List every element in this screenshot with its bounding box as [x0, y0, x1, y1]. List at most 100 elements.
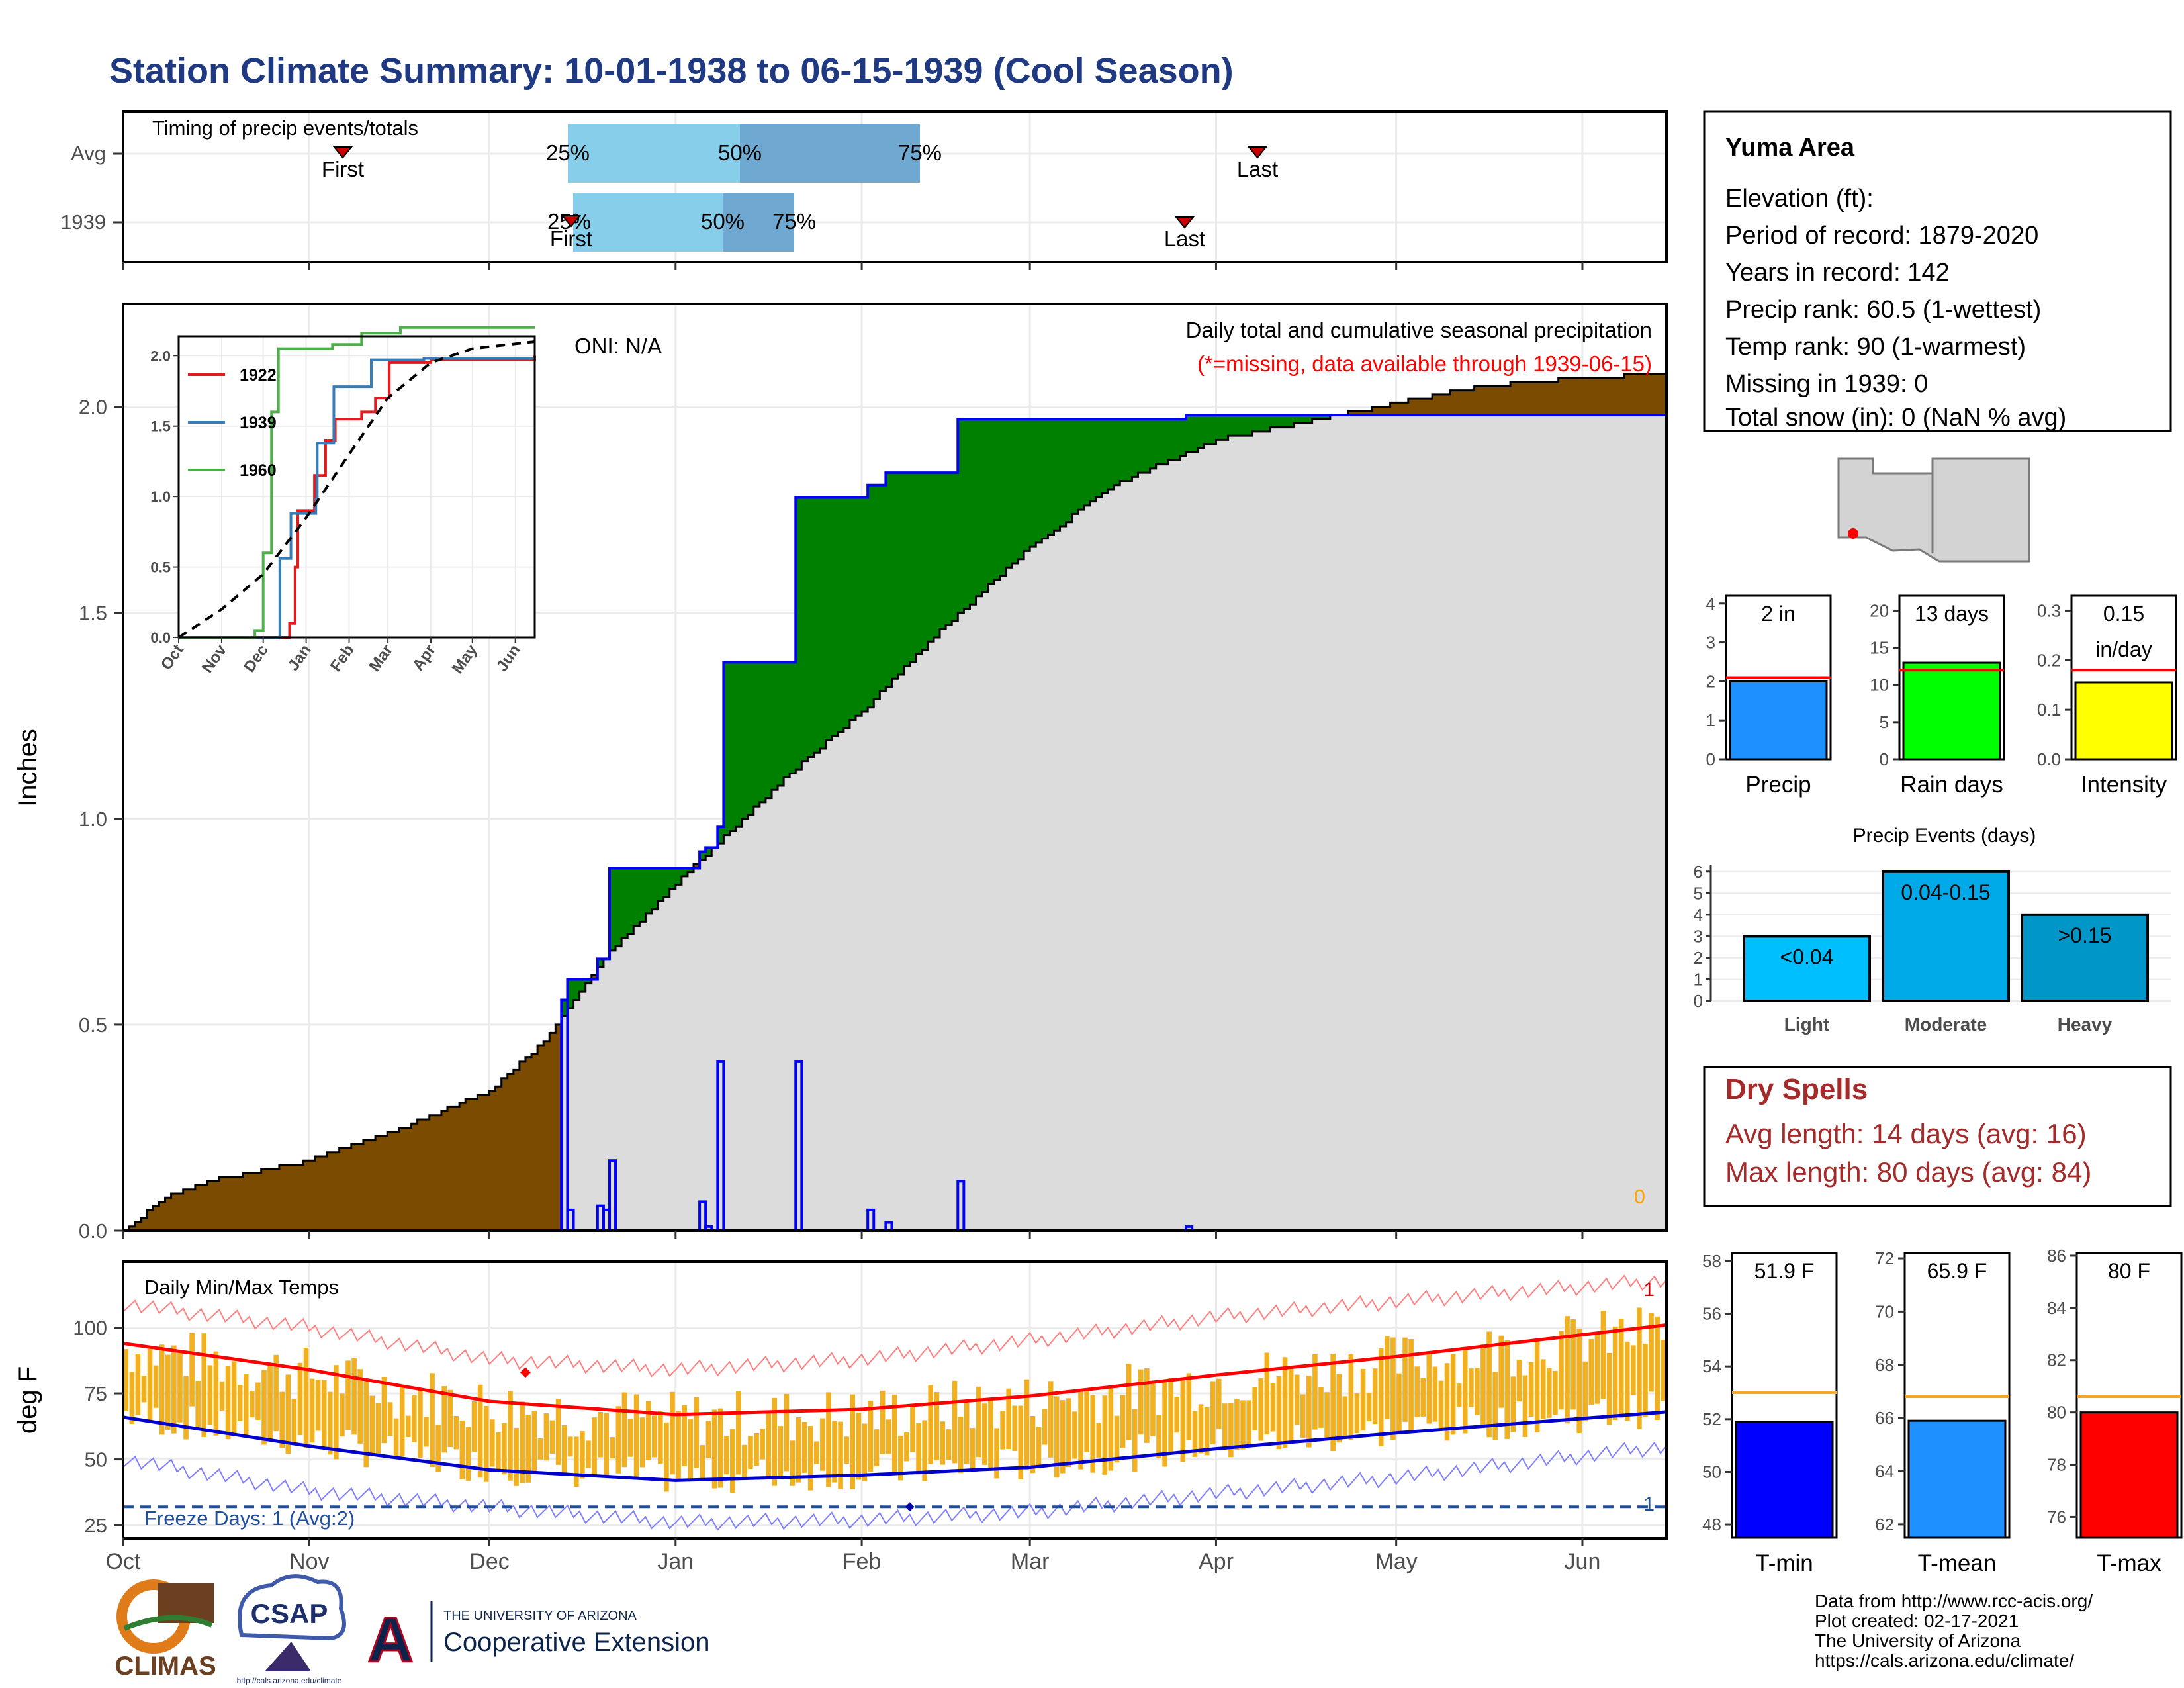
temp-day-bar — [345, 1360, 351, 1430]
temp-day-bar — [928, 1385, 933, 1464]
temp-day-bar — [1324, 1392, 1330, 1438]
temp-day-bar — [502, 1423, 507, 1475]
temp-day-bar — [1553, 1370, 1558, 1415]
temp-day-bar — [1432, 1366, 1438, 1422]
temp-day-bar — [405, 1415, 411, 1437]
map-station-marker — [1848, 528, 1858, 539]
temp-day-bar — [1534, 1339, 1540, 1433]
temp-day-bar — [610, 1437, 615, 1458]
year-first-label: First — [550, 226, 592, 251]
record-tmin-line — [122, 1441, 1667, 1531]
tmin-summary-chart: 48 50 52 54 56 58 51.9 F T-min — [1702, 1251, 1838, 1576]
average-cumulative-area — [123, 373, 1666, 1231]
temp-day-bar — [1042, 1409, 1048, 1445]
rain-days-summary-y-tick-label: 5 — [1880, 712, 1889, 732]
station-period: Period of record: 1879-2020 — [1725, 222, 2038, 250]
temp-x-axis: Oct Nov Dec Jan Feb Mar Apr May Jun — [106, 1538, 1600, 1574]
inset-frame — [177, 335, 536, 639]
inset-y-tick-label: 2.0 — [150, 348, 171, 364]
temp-day-bar — [1060, 1400, 1066, 1474]
inset-legend-label-1922: 1922 — [240, 366, 277, 385]
temp-day-bar — [357, 1369, 363, 1444]
credit-line-2: Plot created: 02-17-2021 — [1815, 1611, 2019, 1631]
temp-day-bar — [255, 1382, 261, 1420]
temp-day-bar — [261, 1370, 267, 1445]
intensity-summary-value-label: 0.15 — [2103, 602, 2144, 626]
temp-day-bar — [135, 1353, 141, 1415]
temp-day-bar — [285, 1374, 291, 1454]
temp-day-bar — [279, 1391, 285, 1448]
temp-day-bar — [159, 1344, 165, 1435]
precip-summary-value-label: 2 in — [1761, 602, 1796, 626]
temp-day-bar — [772, 1397, 778, 1486]
temp-day-bar — [1084, 1390, 1089, 1452]
inset-series-lines — [177, 326, 536, 639]
year-first-marker — [561, 215, 582, 228]
temp-x-tick-label: Mar — [1011, 1549, 1050, 1574]
temp-day-bar — [1066, 1398, 1071, 1468]
temp-day-bar — [453, 1416, 459, 1450]
temp-day-bar — [1444, 1363, 1450, 1441]
temp-day-bar — [1186, 1373, 1192, 1441]
intensity-summary-unit-label: in/day — [2095, 637, 2152, 661]
temp-day-bar — [886, 1419, 891, 1454]
temp-day-bar — [748, 1436, 753, 1469]
year-last-label: Last — [1164, 226, 1205, 251]
temp-day-bar — [1144, 1368, 1150, 1443]
temp-day-bar — [580, 1431, 585, 1479]
tmean-summary-value-label: 65.9 F — [1927, 1259, 1987, 1283]
csap-logo-text: CSAP — [251, 1598, 328, 1629]
temp-day-bar — [1276, 1376, 1282, 1449]
tmin-summary-y-tick-label: 58 — [1702, 1251, 1721, 1271]
temp-day-bar — [514, 1427, 519, 1486]
avg-first-label: First — [322, 157, 364, 181]
temp-day-bar — [1228, 1403, 1234, 1458]
average-cumulative-line — [123, 373, 1666, 1232]
temp-day-bar — [946, 1429, 952, 1460]
rain-days-summary-chart: 0 5 10 15 20 13 days Rain days — [1870, 594, 2005, 798]
temp-day-bar — [1318, 1387, 1324, 1428]
temp-day-bar — [658, 1411, 663, 1464]
temp-day-bar — [604, 1413, 609, 1476]
inset-y-tick-label: 1.5 — [150, 418, 171, 435]
temp-day-bar — [1655, 1316, 1660, 1420]
temp-day-bar — [309, 1378, 315, 1443]
event-bar-heavy — [2021, 913, 2149, 1003]
timing-panel: Timing of precip events/totals Avg 1939 … — [60, 110, 1668, 270]
temp-day-bar — [1480, 1344, 1486, 1427]
avg-tmin-line — [122, 1410, 1667, 1482]
temp-day-bar — [213, 1351, 219, 1436]
avg-last-label: Last — [1237, 157, 1278, 181]
csap-logo-url: http://cals.arizona.edu/climate — [237, 1676, 342, 1685]
tmax-summary-value-label: 80 F — [2108, 1259, 2150, 1283]
temp-day-bar — [334, 1365, 339, 1460]
temp-day-bar — [1612, 1326, 1618, 1421]
temp-day-bar — [1312, 1354, 1318, 1430]
temp-day-bar — [340, 1393, 345, 1437]
temp-day-bar — [898, 1435, 903, 1481]
temp-day-bar — [525, 1415, 531, 1483]
temp-day-bar — [123, 1349, 129, 1411]
temp-day-bar — [1246, 1400, 1251, 1446]
precip-summary-y-tick-label: 2 — [1706, 671, 1715, 691]
freeze-days-label: Freeze Days: 1 (Avg:2) — [144, 1507, 355, 1530]
temp-day-bar — [555, 1399, 561, 1465]
temp-day-bar — [1300, 1394, 1306, 1438]
map-arizona-region — [1837, 457, 2030, 563]
intensity-summary-bar — [2074, 681, 2173, 761]
credit-line-3: The University of Arizona — [1815, 1630, 2021, 1651]
temp-day-bar — [471, 1401, 477, 1452]
station-elevation: Elevation (ft): — [1725, 185, 1874, 212]
temp-day-bar — [736, 1391, 741, 1475]
precip-summary-y-tick-label: 0 — [1706, 749, 1715, 769]
events-x-label-moderate: Moderate — [1905, 1014, 1987, 1035]
inset-x-tick-label: Oct — [158, 641, 187, 673]
temp-day-bar — [477, 1384, 483, 1478]
year-last-marker — [1174, 216, 1195, 229]
temperature-panel: 25 50 75 100 Oct Nov Dec Jan Feb Mar Apr May Jun de… — [13, 1260, 1668, 1574]
precip-chart-subtitle: (*=missing, data available through 1939-… — [1197, 352, 1652, 376]
temp-day-bar — [1486, 1331, 1492, 1438]
temp-day-bar — [1114, 1415, 1120, 1463]
temp-day-bar — [1396, 1373, 1402, 1434]
temp-y-axis: 25 50 75 100 — [73, 1317, 123, 1537]
